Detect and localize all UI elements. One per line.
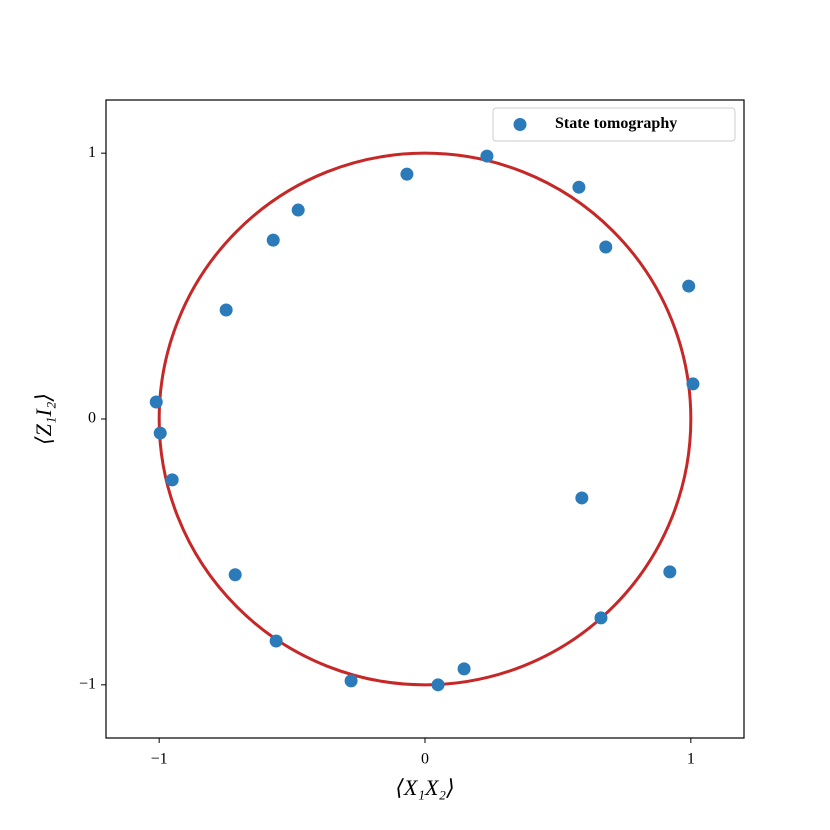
data-point <box>219 303 233 317</box>
data-point <box>344 674 358 688</box>
data-point <box>400 167 414 181</box>
data-point <box>457 662 471 676</box>
y-tick-label: 0 <box>88 410 96 427</box>
data-point <box>165 473 179 487</box>
data-point <box>594 611 608 625</box>
plot-frame <box>105 99 745 739</box>
y-tick-label: 1 <box>88 144 96 161</box>
data-point <box>291 203 305 217</box>
data-point <box>572 180 586 194</box>
x-axis-label: ⟨X₁X₂⟩ <box>395 775 454 800</box>
y-axis-label: ⟨Z₁I₂⟩ <box>31 393 56 445</box>
reference-circle <box>157 151 693 687</box>
data-point <box>480 149 494 163</box>
data-point <box>149 395 163 409</box>
y-tick-label: −1 <box>79 676 96 693</box>
data-point <box>575 491 589 505</box>
data-point <box>431 678 445 692</box>
data-point <box>153 426 167 440</box>
data-point <box>686 377 700 391</box>
legend-label: State tomography <box>555 115 677 132</box>
x-tick-label: 1 <box>687 751 695 768</box>
data-point <box>663 565 677 579</box>
data-point <box>266 233 280 247</box>
legend-box <box>492 107 736 142</box>
legend-marker <box>513 118 527 131</box>
x-tick-label: −1 <box>151 751 168 768</box>
data-point <box>269 634 283 648</box>
data-point <box>599 240 613 254</box>
data-point <box>228 568 242 582</box>
x-tick-label: 0 <box>421 751 429 768</box>
data-point <box>682 279 696 293</box>
